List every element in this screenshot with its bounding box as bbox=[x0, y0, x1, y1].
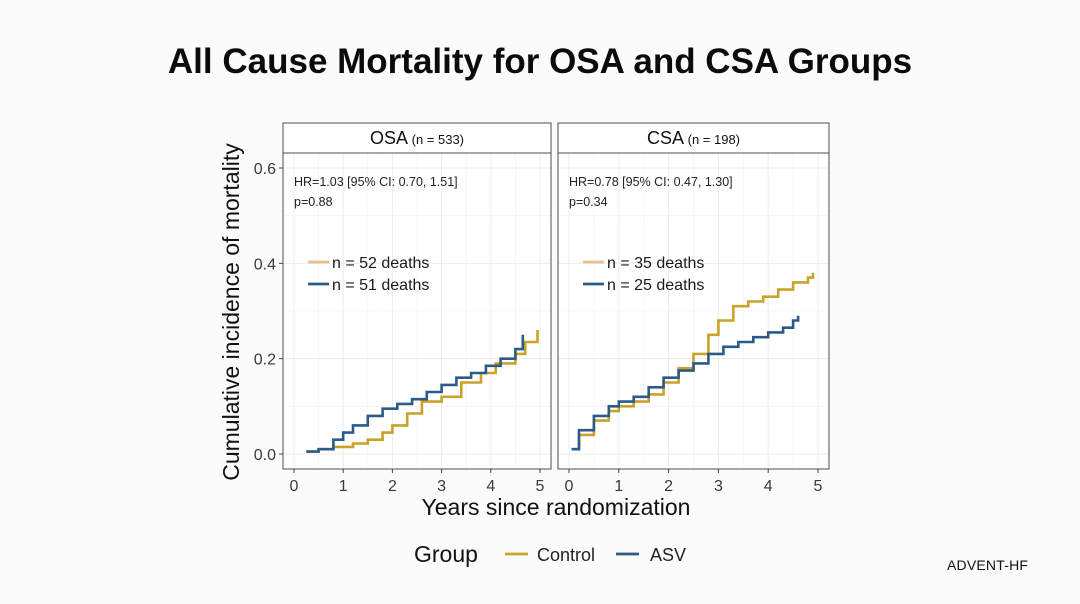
y-axis-title: Cumulative incidence of mortality bbox=[218, 143, 244, 481]
legend-label-control: Control bbox=[537, 545, 595, 565]
csa-p-value: p=0.34 bbox=[569, 195, 608, 209]
osa-deaths-label-control: n = 52 deaths bbox=[332, 255, 429, 272]
legend-title: Group bbox=[414, 541, 478, 567]
osa-x-tick-label: 5 bbox=[536, 478, 545, 495]
csa-x-tick-label: 1 bbox=[614, 478, 623, 495]
csa-series-asv-line bbox=[571, 315, 800, 451]
osa-strip-n: (n = 533) bbox=[408, 132, 464, 147]
y-tick-label: 0.0 bbox=[254, 447, 276, 464]
csa-x-tick-label: 0 bbox=[565, 478, 574, 495]
csa-deaths-label-control: n = 35 deaths bbox=[607, 255, 704, 272]
osa-x-tick-label: 0 bbox=[290, 478, 299, 495]
chart-title: All Cause Mortality for OSA and CSA Grou… bbox=[167, 42, 913, 81]
advent-hf-logo: ADVENT-HF bbox=[947, 557, 1029, 573]
legend-label-asv: ASV bbox=[650, 545, 686, 565]
osa-x-tick-label: 1 bbox=[339, 478, 348, 495]
osa-p-value: p=0.88 bbox=[294, 195, 333, 209]
x-axis-title: Years since randomization bbox=[422, 494, 691, 520]
csa-plot-border bbox=[557, 152, 830, 470]
csa-x-tick-label: 3 bbox=[714, 478, 723, 495]
csa-strip-n: (n = 198) bbox=[684, 132, 740, 147]
y-tick-label: 0.6 bbox=[254, 161, 276, 178]
osa-series-asv-line bbox=[306, 334, 525, 453]
osa-strip-label: OSA (n = 533) bbox=[370, 128, 464, 148]
osa-plot-border bbox=[282, 152, 552, 470]
osa-strip-title: OSA bbox=[370, 128, 408, 148]
osa-series-control-line bbox=[306, 330, 539, 453]
osa-deaths-label-asv: n = 51 deaths bbox=[332, 277, 429, 294]
y-tick-label: 0.4 bbox=[254, 256, 276, 273]
osa-x-tick-label: 4 bbox=[486, 478, 495, 495]
csa-strip-title: CSA bbox=[647, 128, 684, 148]
csa-x-tick-label: 4 bbox=[764, 478, 773, 495]
csa-hazard-ratio: HR=0.78 [95% CI: 0.47, 1.30] bbox=[569, 175, 733, 189]
osa-hazard-ratio: HR=1.03 [95% CI: 0.70, 1.51] bbox=[294, 175, 458, 189]
y-tick-label: 0.2 bbox=[254, 352, 276, 369]
csa-deaths-label-asv: n = 25 deaths bbox=[607, 277, 704, 294]
csa-x-tick-label: 2 bbox=[664, 478, 673, 495]
csa-x-tick-label: 5 bbox=[814, 478, 823, 495]
osa-x-tick-label: 3 bbox=[437, 478, 446, 495]
osa-x-tick-label: 2 bbox=[388, 478, 397, 495]
csa-strip-label: CSA (n = 198) bbox=[647, 128, 740, 148]
